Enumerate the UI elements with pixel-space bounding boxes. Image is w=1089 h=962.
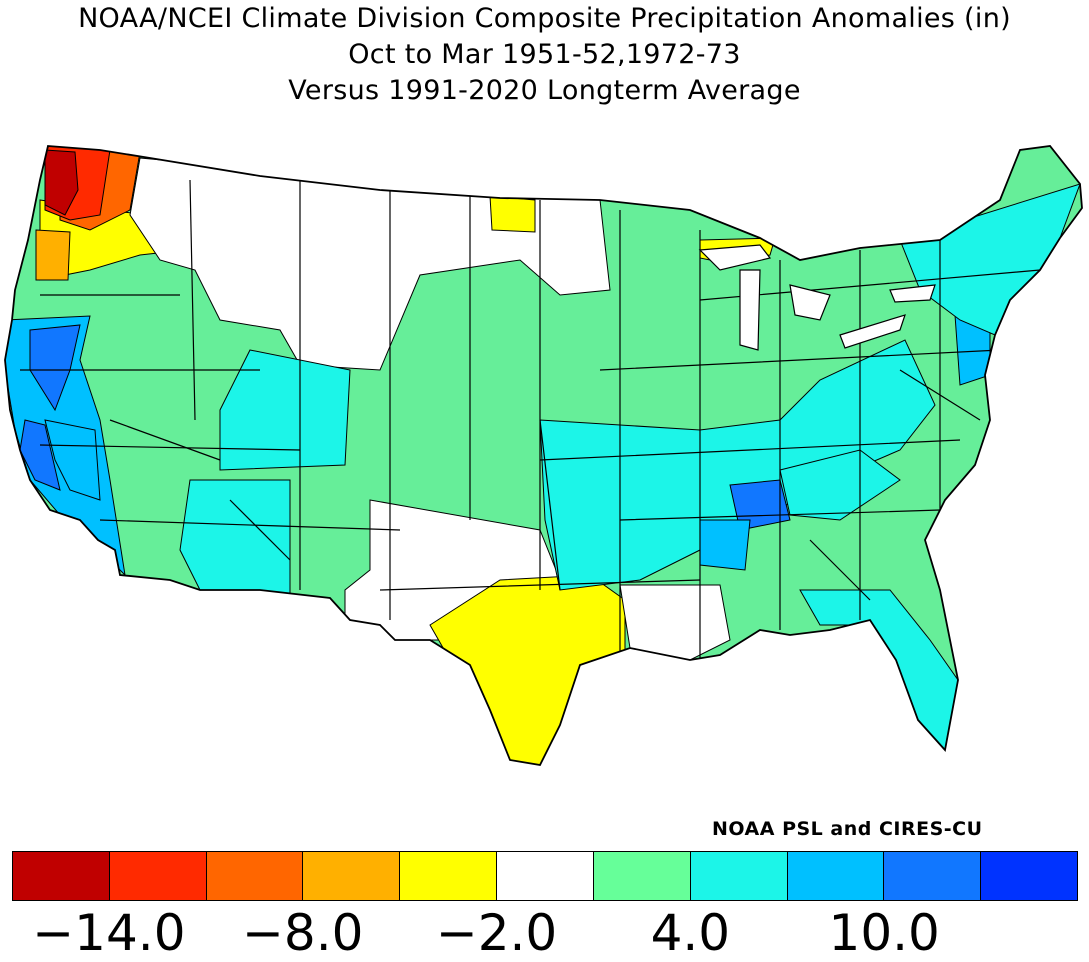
great-lakes [698, 244, 936, 351]
lake-superior [698, 244, 772, 271]
region-california-sierra [29, 324, 81, 412]
lake-michigan [739, 269, 761, 351]
region-mississippi-north [699, 519, 751, 571]
legend-tick-label: −2.0 [435, 904, 558, 962]
legend-swatch-9 [787, 852, 885, 900]
region-louisiana-mississippi [619, 584, 731, 661]
legend-swatch-4 [303, 852, 401, 900]
legend-swatch-6 [497, 852, 594, 900]
map-subtitle-period: Oct to Mar 1951-52,1972-73 [348, 39, 741, 70]
precipitation-regions [5, 146, 1082, 765]
legend-swatch-2 [109, 852, 207, 900]
region-oregon-coast [35, 229, 71, 281]
legend-swatch-1 [13, 852, 110, 900]
map-subtitle-baseline: Versus 1991-2020 Longterm Average [288, 75, 801, 106]
legend-swatch-8 [690, 852, 788, 900]
legend-tick-label: −14.0 [32, 904, 186, 962]
legend-colorbar [12, 851, 1078, 901]
region-california-sierra [19, 419, 61, 491]
region-arizona-south [179, 479, 291, 621]
region-appalachians [779, 449, 901, 521]
legend-tick-label: 10.0 [828, 904, 940, 962]
lake-huron [789, 284, 831, 321]
region-california-coast [44, 419, 101, 501]
lake-erie [839, 314, 906, 349]
legend-swatch-11 [981, 852, 1077, 900]
legend-swatch-5 [400, 852, 498, 900]
legend-swatch-7 [593, 852, 691, 900]
credit-text: NOAA PSL and CIRES-CU [712, 818, 983, 840]
legend-tick-label: 4.0 [650, 904, 731, 962]
country-outline [4, 145, 1083, 766]
lake-ontario [889, 284, 936, 303]
precipitation-anomaly-map [4, 145, 1083, 766]
region-washington-coast [44, 149, 79, 216]
region-north-dakota-east [489, 195, 536, 233]
legend-swatch-3 [206, 852, 304, 900]
map-title: NOAA/NCEI Climate Division Composite Pre… [78, 3, 1011, 34]
region-tennessee-west [729, 479, 791, 531]
legend-tick-label: −8.0 [242, 904, 364, 962]
region-utah-colorado [219, 349, 351, 471]
legend-swatch-10 [884, 852, 982, 900]
